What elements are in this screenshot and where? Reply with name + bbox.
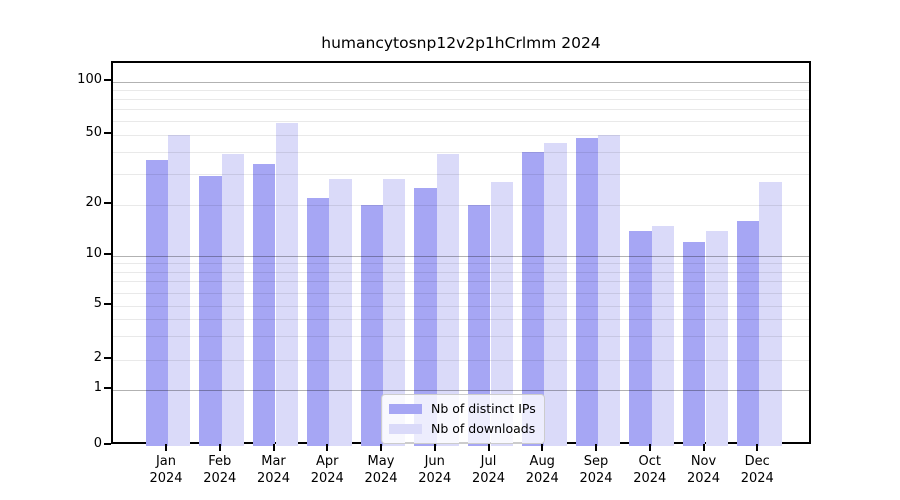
x-tick-label-9: Sep 2024 (579, 454, 613, 486)
bar-distinct-ips-1 (145, 159, 168, 446)
legend: Nb of distinct IPs Nb of downloads (381, 394, 545, 444)
bar-downloads-11 (705, 230, 728, 446)
x-tick-mark-5 (380, 444, 382, 451)
x-tick-label-5: May 2024 (364, 454, 398, 486)
y-tick-mark-1 (104, 387, 111, 390)
x-tick-label-1: Jan 2024 (149, 454, 183, 486)
bar-downloads-5 (383, 179, 406, 446)
y-tick-mark-10 (104, 252, 111, 255)
x-tick-label-2: Feb 2024 (203, 454, 237, 486)
y-tick-mark-0 (104, 443, 111, 445)
x-tick-mark-12 (756, 444, 759, 451)
gridline-minor-8 (113, 271, 809, 273)
y-tick-mark-20 (104, 202, 111, 204)
x-tick-mark-11 (702, 444, 705, 451)
y-tick-mark-2 (104, 356, 111, 359)
y-tick-label-1: 1 (93, 380, 102, 396)
x-tick-mark-3 (272, 444, 275, 451)
x-tick-label-12: Dec 2024 (740, 454, 774, 486)
gridline-minor-50 (113, 134, 809, 136)
x-tick-mark-2 (218, 444, 221, 451)
y-tick-label-100: 100 (77, 72, 102, 87)
y-tick-mark-100 (104, 79, 111, 81)
gridline-minor-5 (113, 306, 809, 307)
x-tick-label-4: Apr 2024 (310, 454, 344, 486)
gridline-minor-20 (113, 205, 809, 206)
x-tick-mark-10 (648, 444, 651, 451)
x-tick-mark-9 (595, 444, 597, 451)
y-tick-label-2: 2 (93, 349, 102, 365)
bar-downloads-12 (759, 181, 782, 446)
x-tick-mark-6 (433, 444, 436, 451)
bar-downloads-8 (544, 142, 567, 446)
y-tick-label-10: 10 (85, 245, 102, 261)
y-tick-label-0: 0 (93, 436, 102, 451)
bar-downloads-1 (168, 134, 191, 446)
x-tick-mark-1 (165, 444, 167, 451)
x-tick-label-10: Oct 2024 (633, 454, 667, 486)
bars-layer (113, 63, 809, 446)
gridline-minor-4 (113, 319, 809, 321)
bar-distinct-ips-2 (199, 176, 222, 446)
bar-downloads-3 (275, 123, 298, 446)
bar-distinct-ips-7 (468, 205, 491, 446)
gridline-major-1 (113, 390, 809, 392)
gridline-major-10 (113, 255, 809, 257)
gridline-minor-40 (113, 151, 809, 153)
y-tick-label-50: 50 (85, 124, 102, 140)
y-tick-label-20: 20 (85, 195, 102, 210)
gridline-minor-7 (113, 281, 809, 283)
x-tick-label-3: Mar 2024 (256, 454, 291, 486)
x-tick-mark-8 (541, 444, 544, 451)
legend-label: Nb of downloads (431, 421, 536, 436)
x-tick-label-11: Nov 2024 (686, 454, 721, 486)
x-tick-label-6: Jun 2024 (418, 454, 452, 486)
bar-distinct-ips-6 (414, 187, 437, 446)
x-tick-label-8: Aug 2024 (525, 454, 559, 486)
gridline-major-100 (113, 82, 809, 83)
legend-swatch (389, 423, 422, 434)
bar-downloads-6 (436, 153, 460, 446)
gridline-minor-6 (113, 292, 809, 294)
bar-downloads-2 (221, 153, 245, 446)
gridlines-layer (113, 63, 809, 442)
bar-distinct-ips-12 (736, 221, 760, 446)
legend-item-downloads: Nb of downloads (389, 420, 535, 437)
bar-distinct-ips-11 (683, 242, 706, 446)
y-tick-label-5: 5 (93, 296, 102, 311)
bar-downloads-4 (329, 179, 352, 446)
legend-item-distinct-ips: Nb of distinct IPs (389, 400, 536, 417)
gridline-minor-80 (113, 98, 809, 100)
plot-area: Nb of distinct IPs Nb of downloads (111, 61, 811, 446)
chart-title: humancytosnp12v2p1hCrlmm 2024 (321, 34, 601, 52)
x-tick-mark-7 (487, 444, 490, 451)
bar-downloads-9 (598, 134, 621, 446)
bar-distinct-ips-4 (306, 197, 330, 446)
gridline-minor-90 (113, 89, 809, 91)
bar-distinct-ips-9 (575, 137, 598, 446)
legend-swatch (389, 403, 422, 414)
legend-label: Nb of distinct IPs (431, 401, 536, 416)
y-tick-mark-5 (104, 303, 111, 305)
bar-distinct-ips-3 (253, 164, 276, 446)
bar-distinct-ips-8 (521, 151, 545, 446)
bar-distinct-ips-5 (360, 205, 383, 446)
gridline-minor-3 (113, 335, 809, 337)
gridline-minor-60 (113, 120, 809, 122)
y-tick-mark-50 (104, 131, 111, 134)
gridline-minor-30 (113, 173, 809, 175)
x-tick-label-7: Jul 2024 (471, 454, 506, 486)
x-tick-mark-4 (326, 444, 329, 451)
gridline-minor-70 (113, 109, 809, 110)
bar-downloads-10 (651, 225, 675, 446)
bar-downloads-7 (490, 181, 513, 446)
gridline-minor-9 (113, 263, 809, 265)
gridline-minor-2 (113, 359, 809, 361)
bar-distinct-ips-10 (629, 230, 652, 446)
